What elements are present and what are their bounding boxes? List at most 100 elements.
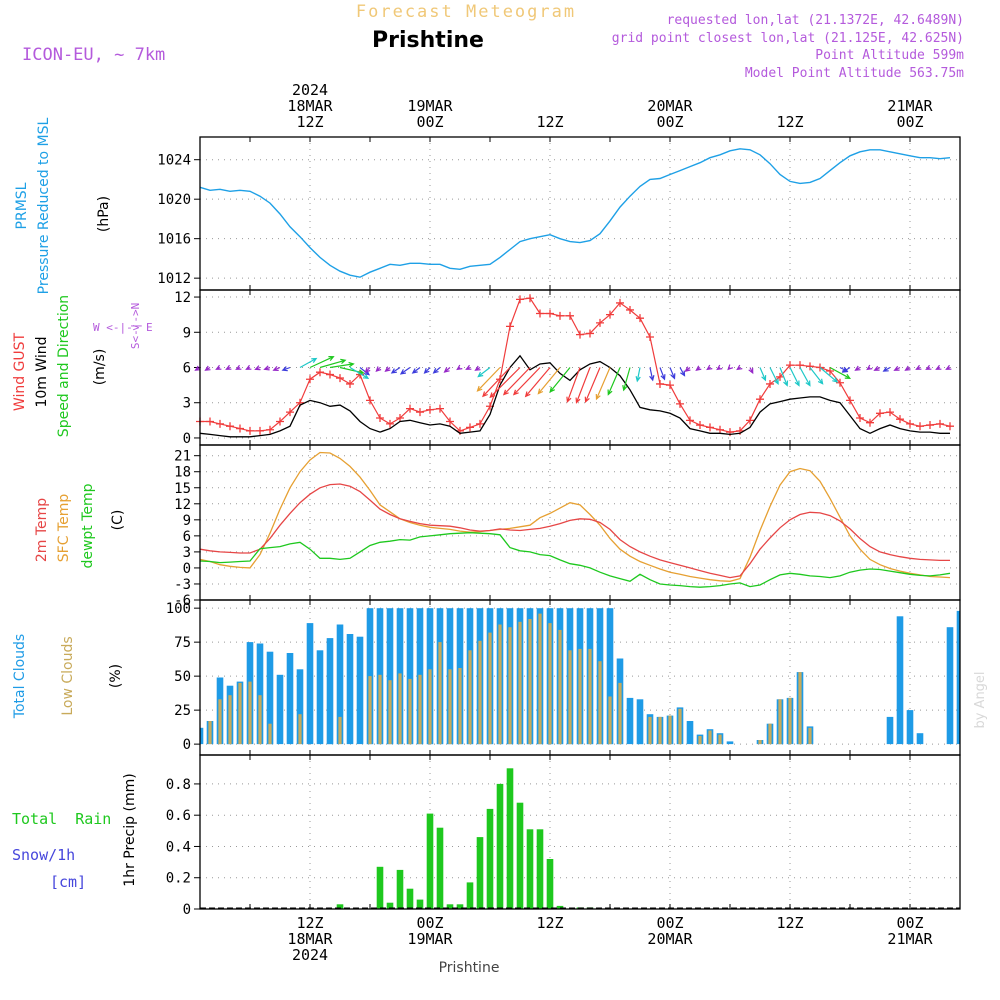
low-cloud-bar: [488, 632, 492, 745]
gust-marker: [766, 379, 774, 388]
gust-marker: [476, 419, 484, 428]
gust-marker: [336, 374, 344, 383]
wind-arrow: [873, 365, 881, 371]
low-cloud-bar: [208, 721, 212, 745]
low-cloud-bar: [538, 613, 542, 745]
top-time-label: 12Z: [776, 113, 803, 131]
y-tick-label: 1012: [157, 271, 191, 287]
low-cloud-bar: [758, 740, 762, 745]
rain-bar: [396, 869, 404, 909]
gust-marker: [366, 396, 374, 405]
point-altitude: Point Altitude 599m: [815, 48, 964, 63]
wind-arrow: [375, 366, 382, 373]
bottom-time-label: 12Z: [296, 914, 323, 932]
wind-arrow: [549, 367, 571, 393]
low-cloud-bar: [238, 682, 242, 745]
rain-bar: [546, 859, 554, 909]
gust-line: [200, 297, 951, 433]
gust-marker: [536, 309, 544, 318]
model-label: ICON-EU, ~ 7km: [22, 45, 165, 65]
wind-arrow: [524, 367, 551, 398]
total-cloud-bar: [626, 697, 634, 745]
gust-marker: [426, 405, 434, 414]
wind-arrow: [575, 367, 591, 404]
total-cloud-bar: [326, 638, 334, 745]
low-cloud-bar: [768, 723, 772, 745]
wind-arrow: [566, 367, 581, 403]
wind-arrow: [829, 366, 851, 379]
low-cloud-bar: [418, 674, 422, 745]
gust-marker: [896, 415, 904, 424]
gust-marker: [876, 409, 884, 418]
wind-arrow: [194, 365, 201, 371]
top-time-label: 18MAR: [287, 97, 333, 115]
rain-bar: [426, 813, 434, 909]
gust-marker: [706, 423, 714, 432]
panel-pressure: 1012 1016 1020 1024: [157, 137, 960, 290]
wind-arrow: [635, 367, 641, 383]
gust-marker: [376, 413, 384, 422]
low-cloud-bar: [568, 650, 572, 745]
bottom-time-label: 00Z: [656, 914, 683, 932]
gust-marker: [616, 298, 624, 307]
gust-marker: [216, 419, 224, 428]
low-cloud-bar: [468, 650, 472, 745]
chart-title: Forecast Meteogram: [356, 2, 576, 22]
low-cloud-bar: [398, 673, 402, 745]
low-cloud-bar: [258, 695, 262, 745]
wind-arrow: [281, 366, 291, 372]
t2m-line: [199, 483, 950, 579]
bottom-time-label: 12Z: [536, 914, 563, 932]
total-cloud-bar: [266, 651, 274, 745]
compass-we: W <-|-> E: [93, 321, 153, 334]
gust-marker: [586, 329, 594, 338]
gust-marker: [906, 419, 914, 428]
y-tick-label: 12: [174, 497, 191, 513]
gust-marker: [306, 375, 314, 384]
low-cloud-bar: [718, 734, 722, 745]
gust-marker: [206, 417, 214, 426]
y-tick-label: 9: [183, 325, 191, 341]
wind-arrow: [225, 364, 232, 370]
wind-arrow: [489, 367, 521, 399]
low-cloud-bar: [528, 619, 532, 745]
low-cloud-bar: [708, 730, 712, 745]
y-tick-label: 0: [183, 561, 191, 577]
total-cloud-bar: [726, 741, 734, 745]
low-cloud-bar: [508, 627, 512, 745]
rain-bar: [476, 837, 484, 909]
wind-arrow: [329, 361, 355, 369]
bottom-time-label: 20MAR: [647, 930, 693, 948]
gust-marker: [436, 404, 444, 413]
t2m-label: 2m Temp: [34, 498, 50, 562]
total-cloud-bar: [916, 733, 924, 745]
pressure-unit: (hPa): [96, 196, 112, 232]
pressure-label-1: PRMSL: [14, 182, 30, 229]
gust-marker: [386, 419, 394, 428]
gust-marker: [466, 423, 474, 432]
rain-bar: [436, 827, 444, 909]
wind-arrow: [537, 367, 561, 395]
wind-arrow: [819, 367, 839, 383]
y-tick-label: 100: [166, 601, 191, 617]
wind-arrow: [706, 364, 713, 371]
gust-marker: [696, 421, 704, 430]
sfc-temp-line: [199, 451, 951, 582]
gust-marker: [516, 295, 524, 304]
low-cloud-bar: [408, 678, 412, 745]
gust-marker: [506, 322, 514, 331]
gust-marker: [226, 422, 234, 431]
bottom-time-label: 18MAR: [287, 930, 333, 948]
low-cloud-bar: [218, 699, 222, 745]
wind-arrow: [309, 356, 335, 369]
y-tick-label: 1024: [157, 153, 191, 169]
y-tick-label: 6: [183, 529, 191, 545]
snow-unit: [cm]: [50, 873, 86, 891]
rain-bar: [556, 905, 564, 909]
y-tick-label: 0: [183, 902, 191, 918]
y-tick-label: 25: [174, 703, 191, 719]
wind-arrow: [799, 367, 811, 387]
total-cloud-bar: [286, 653, 294, 745]
wind-arrow: [716, 364, 723, 371]
